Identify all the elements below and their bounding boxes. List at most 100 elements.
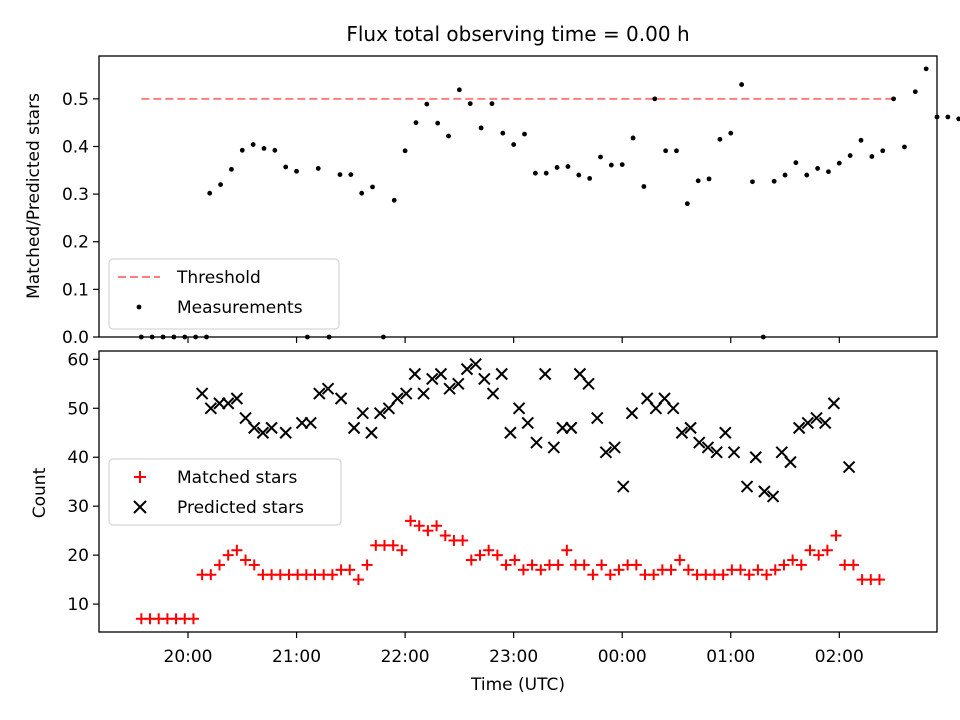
measurement-point [684, 201, 690, 207]
matched-star-point [387, 539, 399, 551]
predicted-star-point [599, 446, 613, 459]
measurement-point [782, 172, 788, 178]
predicted-star-point [684, 421, 697, 435]
matched-star-point [248, 559, 260, 571]
measurement-point [902, 144, 907, 150]
measurement-point [239, 147, 245, 153]
measurement-point [294, 168, 299, 174]
measurement-point [706, 176, 712, 182]
matched-star-point [778, 559, 790, 571]
measurement-point [598, 154, 603, 160]
matched-star-point [682, 564, 694, 576]
predicted-star-point [582, 377, 595, 391]
measurement-point [511, 142, 517, 147]
matched-star-point [517, 564, 529, 576]
threshold-legend-label: Threshold [176, 268, 261, 288]
predicted-star-point [810, 411, 823, 425]
predicted-star-point [426, 372, 439, 386]
measurement-point [478, 125, 484, 131]
measurement-point [435, 120, 441, 126]
predicted-star-point [356, 406, 369, 420]
predicted-star-point [740, 480, 754, 493]
measurement-point [576, 172, 582, 178]
matched-star-point [422, 525, 434, 537]
matched-star-point [552, 559, 564, 571]
measurement-point [815, 166, 820, 171]
x-tick-label: 22:00 [381, 647, 430, 667]
measurement-point [674, 148, 679, 154]
predicted-star-point [573, 367, 587, 381]
matched-star-point [483, 544, 495, 556]
matched-legend-label: Matched stars [177, 468, 297, 488]
predicted-star-point [248, 421, 261, 435]
matched-star-point [474, 549, 486, 561]
matched-star-point [604, 569, 616, 581]
predicted-star-point [486, 387, 500, 400]
bottom-plot-area [135, 358, 885, 625]
measurement-point [619, 162, 625, 167]
x-tick-label: 23:00 [489, 647, 538, 667]
predicted-legend-label: Predicted stars [177, 498, 304, 518]
matched-star-point [326, 569, 338, 581]
top-legend-box [108, 258, 340, 330]
matched-star-point [769, 564, 781, 576]
measurements-legend-label: Measurements [177, 298, 303, 318]
matched-star-point [205, 569, 217, 581]
predicted-star-point [538, 367, 552, 381]
measurement-point [348, 172, 354, 177]
measurement-point [315, 166, 321, 171]
measurement-point [608, 162, 614, 168]
top-y-tick-label: 0.3 [62, 185, 89, 205]
matched-legend-marker [134, 471, 146, 483]
matched-star-point [665, 564, 677, 576]
matched-star-point [491, 549, 503, 561]
predicted-star-point [469, 358, 482, 371]
measurement-point [728, 130, 734, 136]
x-tick-label: 00:00 [598, 647, 647, 667]
predicted-star-point [365, 426, 378, 439]
matched-star-point [500, 559, 512, 571]
matched-star-point [596, 559, 608, 571]
bottom-y-tick-label: 60 [67, 350, 89, 370]
predicted-star-point [452, 377, 465, 391]
predicted-star-point [640, 392, 654, 405]
top-x-ticks [187, 337, 840, 343]
top-panel: Flux total observing time = 0.00 h Match… [24, 22, 960, 348]
measurement-point [565, 164, 571, 169]
matched-star-point [187, 613, 199, 625]
bottom-y-tick-label: 50 [67, 399, 89, 419]
matched-star-point [630, 559, 642, 571]
predicted-star-point [564, 421, 578, 435]
measurement-point [456, 87, 462, 93]
measurement-point [413, 120, 419, 126]
predicted-star-point [625, 406, 639, 420]
matched-star-point [847, 559, 859, 571]
x-tick-label: 01:00 [706, 647, 755, 667]
measurement-point [641, 184, 647, 189]
matched-star-point [344, 564, 356, 576]
bottom-y-tick-label: 30 [67, 497, 89, 517]
predicted-star-point [504, 426, 517, 439]
measurement-point [956, 116, 960, 122]
matched-star-point [439, 530, 451, 542]
bottom-y-tick-label: 40 [67, 448, 89, 468]
measurement-point [489, 101, 495, 107]
bottom-y-ticks: 10 20 30 40 50 60 [67, 350, 99, 615]
matched-star-point [396, 544, 408, 556]
top-plot-frame [98, 55, 938, 338]
matched-star-point [761, 569, 773, 581]
measurement-point [359, 190, 365, 196]
predicted-star-point [204, 402, 218, 415]
predicted-star-point [391, 392, 404, 405]
matched-star-point [743, 569, 755, 581]
matched-star-point [352, 574, 364, 586]
measurement-point [750, 179, 755, 185]
measurement-point [836, 160, 842, 166]
predicted-star-point [649, 402, 663, 415]
predicted-star-point [195, 387, 209, 400]
predicted-star-point [495, 367, 508, 381]
matched-star-point [735, 564, 747, 576]
predicted-star-point [749, 451, 762, 464]
predicted-star-point [792, 421, 806, 435]
